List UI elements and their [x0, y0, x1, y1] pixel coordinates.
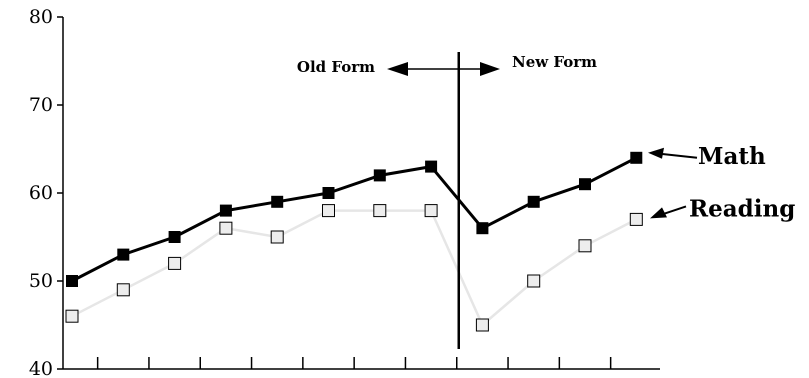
math-label-arrow-head — [648, 147, 664, 159]
math-data-point — [219, 204, 232, 217]
y-ticks: 40 50 60 70 80 — [29, 6, 63, 378]
x-axis — [63, 357, 660, 370]
reading-series-label: Reading — [689, 195, 795, 222]
math-data-point — [373, 169, 386, 182]
y-tick-label: 70 — [29, 94, 53, 116]
math-label-group: Math — [648, 143, 766, 170]
math-data-point — [66, 275, 78, 287]
arrow-left-head — [387, 62, 408, 76]
reading-data-point — [629, 212, 643, 226]
reading-data-point — [65, 309, 79, 323]
y-tick-label: 80 — [29, 6, 53, 28]
reading-data-point — [168, 256, 182, 270]
y-tick-label: 60 — [29, 182, 53, 204]
reading-data-point — [270, 230, 284, 244]
reading-data-point — [116, 283, 130, 297]
reading-data-point — [424, 204, 438, 218]
math-data-point — [476, 222, 489, 235]
series-lines — [71, 156, 637, 327]
series-markers — [65, 151, 643, 332]
series-labels: Math Reading — [648, 143, 795, 222]
form-change-annotation: Old Form New Form — [297, 52, 597, 349]
math-data-point — [425, 160, 438, 173]
reading-data-point — [527, 274, 541, 288]
reading-data-point — [475, 318, 489, 332]
arrow-right-head — [480, 62, 500, 76]
y-axis: 40 50 60 70 80 — [29, 6, 64, 378]
math-data-point — [117, 248, 130, 261]
math-series-label: Math — [698, 143, 766, 170]
math-series-line — [71, 156, 637, 283]
math-data-point — [527, 195, 540, 208]
reading-data-point — [373, 204, 387, 218]
reading-series-line — [71, 209, 637, 327]
old-form-label: Old Form — [297, 58, 375, 76]
math-data-point — [322, 187, 335, 199]
reading-label-arrow-head — [650, 207, 667, 219]
new-form-label: New Form — [512, 53, 597, 71]
reading-label-group: Reading — [650, 195, 795, 222]
y-tick-label: 50 — [29, 270, 53, 292]
math-data-point — [579, 178, 591, 191]
x-ticks — [96, 357, 612, 369]
math-data-point — [271, 195, 284, 208]
reading-data-point — [578, 239, 592, 253]
reading-label-arrow-line — [661, 205, 687, 216]
math-label-arrow-line — [659, 152, 698, 159]
math-data-point — [630, 151, 643, 164]
reading-data-point — [219, 221, 233, 235]
math-data-point — [168, 231, 181, 243]
reading-data-point — [322, 204, 335, 218]
y-tick-label: 40 — [29, 358, 53, 378]
